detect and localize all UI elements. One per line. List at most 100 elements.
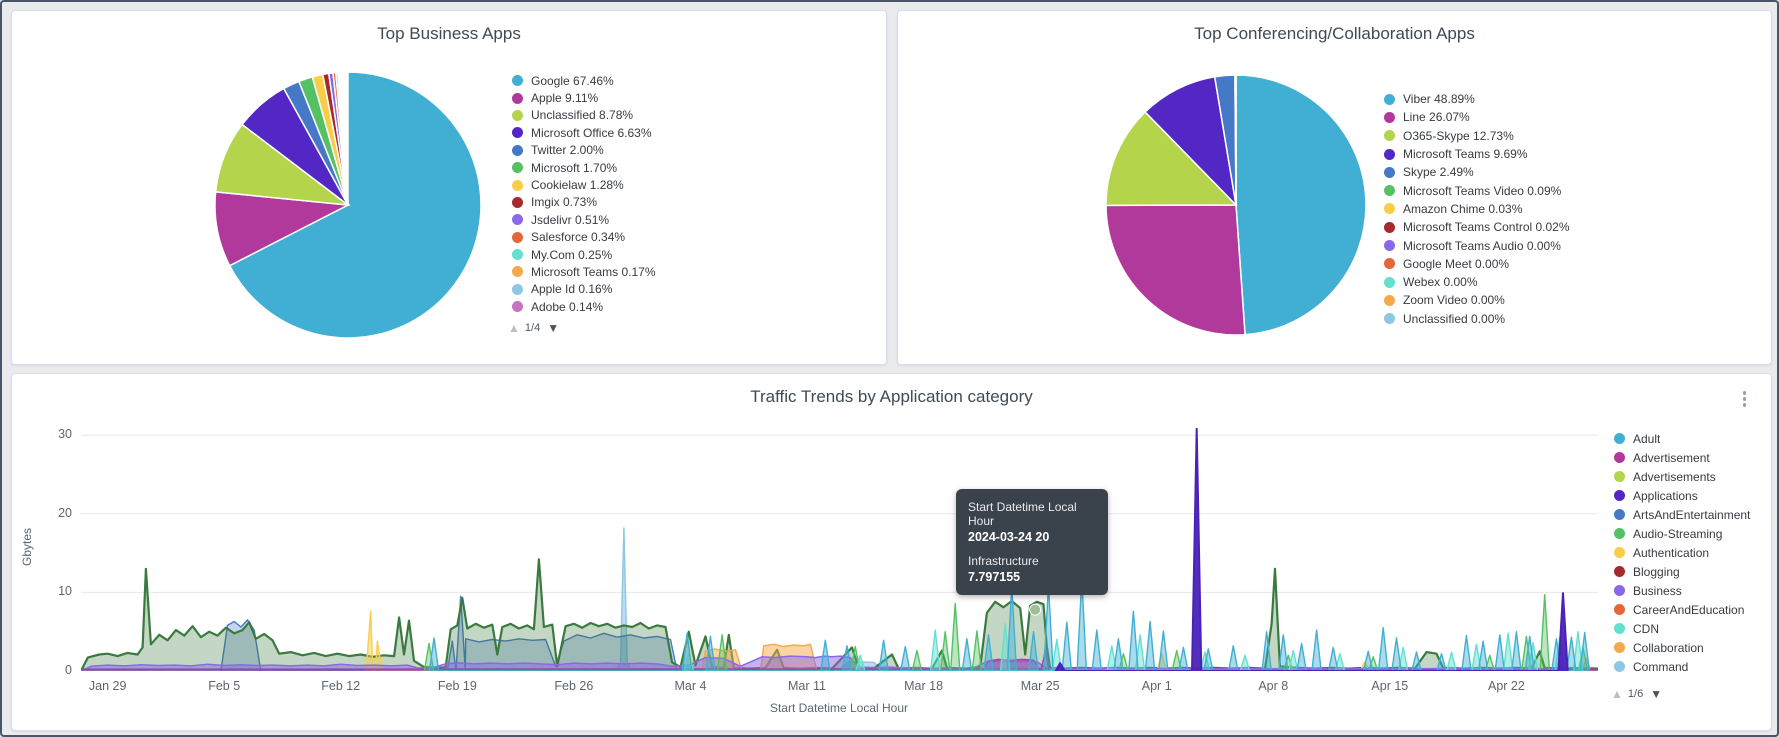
legend-item[interactable]: Webex 0.00% (1384, 273, 1570, 291)
legend-swatch-icon (512, 196, 523, 208)
series-line-audio-streaming (423, 594, 1589, 671)
legend-item[interactable]: Advertisement (1614, 448, 1750, 467)
legend-swatch-icon (1614, 661, 1625, 672)
legend-label: Command (1633, 659, 1689, 674)
legend-label: Zoom Video 0.00% (1403, 293, 1505, 308)
series-area-infrastructure (81, 559, 1598, 671)
legend-item[interactable]: Authentication (1614, 543, 1750, 562)
legend-item[interactable]: Twitter 2.00% (512, 142, 656, 159)
legend-item[interactable]: O365-Skype 12.73% (1384, 127, 1570, 145)
x-tick-label: Mar 4 (674, 679, 707, 693)
legend-label: Microsoft Teams Audio 0.00% (1403, 238, 1561, 253)
legend-item[interactable]: Microsoft Teams 9.69% (1384, 145, 1570, 163)
series-area-adult (429, 578, 1590, 671)
traffic-legend-pager: ▲ 1/6 ▼ (1611, 687, 1662, 701)
legend-item[interactable]: Blogging (1614, 562, 1750, 581)
legend-item[interactable]: Collaboration (1614, 638, 1750, 657)
pie-slice-microsoft-teams[interactable] (1144, 75, 1238, 208)
conferencing-apps-pie-chart[interactable] (1102, 71, 1370, 339)
legend-swatch-icon (1384, 148, 1395, 160)
pie-slice-google[interactable] (228, 71, 482, 339)
series-area-command (81, 527, 1598, 671)
x-tick-label: Feb 26 (554, 679, 594, 693)
legend-swatch-icon (1614, 528, 1625, 539)
legend-item[interactable]: Microsoft Teams Audio 0.00% (1384, 236, 1570, 254)
pie-slice-adobe[interactable] (339, 71, 349, 206)
legend-item[interactable]: Microsoft Teams 0.17% (512, 263, 656, 280)
pie-slice-viber[interactable] (1235, 74, 1367, 336)
legend-swatch-icon (512, 301, 523, 313)
legend-swatch-icon (512, 144, 523, 156)
legend-item[interactable]: CDN (1614, 619, 1750, 638)
legend-item[interactable]: Audio-Streaming (1614, 524, 1750, 543)
conferencing-apps-legend: Viber 48.89% Line 26.07% O365-Skype 12.73%… (1384, 90, 1570, 328)
legend-label: Unclassified 0.00% (1403, 311, 1506, 326)
pager-down-icon[interactable]: ▼ (1650, 687, 1663, 701)
legend-item[interactable]: Salesforce 0.34% (512, 229, 656, 246)
legend-item[interactable]: Microsoft Teams Control 0.02% (1384, 218, 1570, 236)
legend-item[interactable]: Zoom Video 0.00% (1384, 291, 1570, 309)
legend-label: Salesforce 0.34% (531, 230, 626, 245)
legend-label: O365-Skype 12.73% (1403, 128, 1514, 143)
legend-item[interactable]: Google Meet 0.00% (1384, 255, 1570, 273)
panel-menu-kebab-icon[interactable] (1740, 388, 1750, 410)
legend-swatch-icon (512, 283, 523, 295)
legend-item[interactable]: Google 67.46% (512, 72, 656, 89)
pager-up-icon[interactable]: ▲ (1611, 687, 1623, 701)
business-apps-pie-chart[interactable] (210, 67, 486, 343)
legend-item[interactable]: Apple Id 0.16% (512, 281, 656, 298)
pager-page-indicator: 1/6 (1627, 688, 1644, 700)
traffic-trends-area-chart[interactable] (81, 428, 1598, 671)
legend-label: Imgix 0.73% (531, 195, 598, 210)
y-tick-label: 0 (65, 663, 72, 677)
legend-item[interactable]: CareerAndEducation (1614, 600, 1750, 619)
legend-label: Webex 0.00% (1403, 275, 1478, 290)
legend-item[interactable]: Microsoft 1.70% (512, 159, 656, 176)
legend-item[interactable]: Microsoft Office 6.63% (512, 124, 656, 141)
legend-label: ArtsAndEntertainment (1633, 507, 1751, 522)
legend-item[interactable]: Unclassified 0.00% (1384, 310, 1570, 328)
legend-label: Line 26.07% (1403, 110, 1470, 125)
legend-item[interactable]: Cookielaw 1.28% (512, 176, 656, 193)
legend-item[interactable]: Adult (1614, 429, 1750, 448)
series-line-advertisement (81, 648, 1598, 671)
pager-down-icon[interactable]: ▼ (547, 321, 560, 335)
legend-item[interactable]: Advertisements (1614, 467, 1750, 486)
legend-swatch-icon (1384, 258, 1395, 270)
legend-label: Business (1633, 583, 1682, 598)
tooltip-series-value: 7.797155 (968, 570, 1021, 584)
legend-item[interactable]: Imgix 0.73% (512, 194, 656, 211)
x-tick-label: Feb 12 (321, 679, 361, 693)
pie-slice-line[interactable] (1105, 204, 1246, 336)
legend-item[interactable]: Command (1614, 657, 1750, 676)
tooltip-x-value: 2024-03-24 20 (968, 530, 1050, 544)
legend-label: Microsoft Teams Control 0.02% (1403, 220, 1570, 235)
legend-item[interactable]: ArtsAndEntertainment (1614, 505, 1750, 524)
panel-top-business-apps: Top Business Apps Google 67.46% Apple 9.1… (11, 10, 887, 365)
legend-item[interactable]: Viber 48.89% (1384, 90, 1570, 108)
legend-item[interactable]: Jsdelivr 0.51% (512, 211, 656, 228)
chart-tooltip: Start Datetime Local Hour 2024-03-24 20 … (956, 489, 1108, 595)
x-tick-label: Apr 15 (1371, 679, 1409, 693)
legend-item[interactable]: Skype 2.49% (1384, 163, 1570, 181)
legend-item[interactable]: Line 26.07% (1384, 108, 1570, 126)
legend-item[interactable]: My.Com 0.25% (512, 246, 656, 263)
panel-title-business-apps: Top Business Apps (377, 24, 521, 43)
legend-item[interactable]: Adobe 0.14% (512, 298, 656, 315)
x-tick-label: Feb 5 (208, 679, 241, 693)
legend-item[interactable]: Unclassified 8.78% (512, 107, 656, 124)
legend-item[interactable]: Applications (1614, 486, 1750, 505)
legend-label: CDN (1633, 621, 1659, 636)
legend-swatch-icon (1614, 471, 1625, 482)
legend-label: Adobe 0.14% (531, 299, 604, 314)
legend-label: Microsoft Teams Video 0.09% (1403, 183, 1562, 198)
pager-up-icon[interactable]: ▲ (508, 321, 520, 335)
legend-item[interactable]: Amazon Chime 0.03% (1384, 200, 1570, 218)
tooltip-x-label: Start Datetime Local Hour (968, 500, 1077, 528)
legend-label: Viber 48.89% (1403, 92, 1475, 107)
legend-item[interactable]: Microsoft Teams Video 0.09% (1384, 181, 1570, 199)
legend-item[interactable]: Business (1614, 581, 1750, 600)
pie-slice-o365-skype[interactable] (1105, 110, 1238, 207)
legend-item[interactable]: Apple 9.11% (512, 89, 656, 106)
legend-label: Audio-Streaming (1633, 526, 1723, 541)
